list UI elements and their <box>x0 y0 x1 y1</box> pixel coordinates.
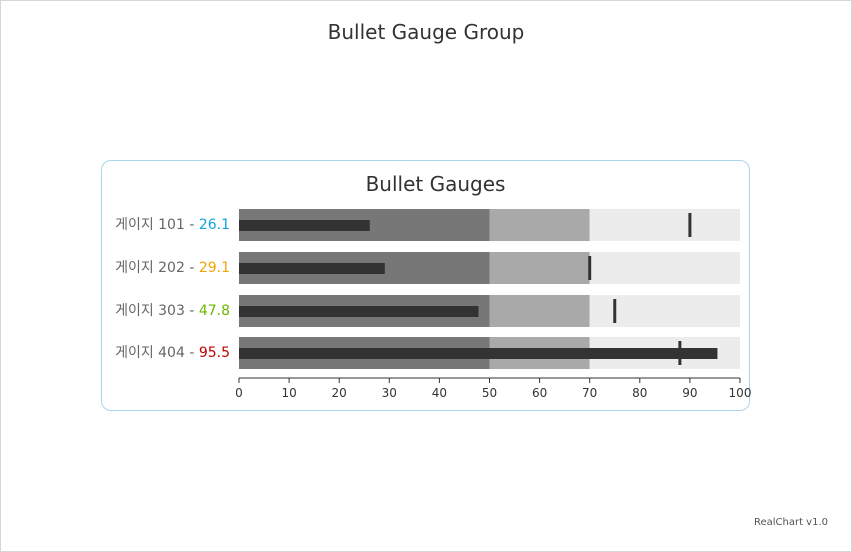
gauge-value-bar-3 <box>239 306 479 317</box>
gauge-value-text: 29.1 <box>198 260 230 276</box>
gauge-name: 게이지 303 <box>115 303 185 319</box>
gauge-name: 게이지 202 <box>115 260 185 276</box>
gauge-value-bar-2 <box>239 263 385 274</box>
gauge-band-3-2 <box>489 295 590 327</box>
chart-title: Bullet Gauge Group <box>327 20 525 44</box>
credits-label: RealChart v1.0 <box>753 517 828 528</box>
gauge-band-2-3 <box>589 252 740 284</box>
gauge-group-title: Bullet Gauges <box>365 172 506 196</box>
gauge-target-marker-1 <box>688 213 692 237</box>
gauge-target-marker-3 <box>613 299 617 323</box>
gauge-target-marker-2 <box>588 256 592 280</box>
gauge-band-1-3 <box>589 209 740 241</box>
axis-tick-label-80: 80 <box>632 386 647 400</box>
axis-tick-label-100: 100 <box>729 386 752 400</box>
axis-tick-label-90: 90 <box>682 386 697 400</box>
axis-tick-label-70: 70 <box>582 386 597 400</box>
gauge-band-2-2 <box>489 252 590 284</box>
gauge-band-3-3 <box>589 295 740 327</box>
axis-tick-label-40: 40 <box>432 386 447 400</box>
gauge-label-2: 게이지 202 - 29.1 <box>115 258 230 278</box>
gauge-value-text: 26.1 <box>198 217 230 233</box>
gauge-name: 게이지 404 <box>115 345 185 361</box>
gauge-value-bar-1 <box>239 220 370 231</box>
gauge-group-panel <box>101 160 750 411</box>
gauge-separator: - <box>184 345 199 361</box>
axis-tick-label-50: 50 <box>482 386 497 400</box>
axis-tick-label-60: 60 <box>532 386 547 400</box>
gauge-separator: - <box>184 303 199 319</box>
gauge-separator: - <box>184 260 199 276</box>
gauge-value-bar-4 <box>239 348 718 359</box>
gauge-value-text: 47.8 <box>198 303 230 319</box>
gauge-target-marker-4 <box>678 341 682 365</box>
gauge-value-text: 95.5 <box>198 345 230 361</box>
gauge-label-3: 게이지 303 - 47.8 <box>115 301 230 321</box>
axis-tick-label-20: 20 <box>332 386 347 400</box>
gauge-band-1-2 <box>489 209 590 241</box>
gauge-separator: - <box>184 217 199 233</box>
gauge-label-4: 게이지 404 - 95.5 <box>115 343 230 363</box>
gauge-name: 게이지 101 <box>115 217 185 233</box>
gauge-label-1: 게이지 101 - 26.1 <box>115 215 230 235</box>
axis-tick-label-10: 10 <box>281 386 296 400</box>
axis-tick-label-30: 30 <box>382 386 397 400</box>
axis-tick-label-0: 0 <box>235 386 243 400</box>
